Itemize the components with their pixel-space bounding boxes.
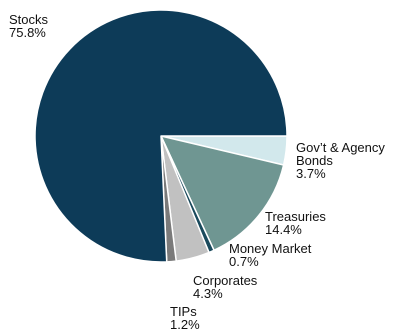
slice-value-corporates: 4.3% [193, 286, 223, 301]
leader-line-corporates [190, 256, 192, 281]
slice-label-treasuries: Treasuries 14.4% [265, 209, 326, 237]
slice-name-gov-t-agency-bonds: Bonds [296, 153, 333, 168]
slice-label-corporates: Corporates 4.3% [193, 273, 258, 301]
slice-name-treasuries: Treasuries [265, 209, 326, 224]
slice-value-treasuries: 14.4% [265, 222, 302, 237]
slice-name-stocks: Stocks [9, 12, 49, 27]
slice-value-gov-t-agency-bonds: 3.7% [296, 166, 326, 181]
slice-value-tips: 1.2% [170, 317, 200, 332]
slice-label-money-market: Money Market 0.7% [229, 241, 312, 269]
slices-group [34, 9, 288, 263]
slice-label-gov-t-agency-bonds: Gov’t & Agency Bonds 3.7% [296, 140, 385, 181]
slice-value-money-market: 0.7% [229, 254, 259, 269]
slice-value-stocks: 75.8% [9, 25, 46, 40]
slice-name-tips: TIPs [170, 304, 197, 319]
slice-name-gov-t-agency-bonds: Gov’t & Agency [296, 140, 385, 155]
labels-group: Gov’t & Agency Bonds 3.7% Treasuries 14.4% Mo… [9, 12, 385, 332]
slice-name-corporates: Corporates [193, 273, 258, 288]
slice-name-money-market: Money Market [229, 241, 312, 256]
pie-slice-treasuries [160, 135, 285, 252]
pie-slice-stocks [34, 9, 288, 263]
slice-label-stocks: Stocks 75.8% [9, 12, 49, 40]
slice-label-tips: TIPs 1.2% [170, 304, 200, 332]
